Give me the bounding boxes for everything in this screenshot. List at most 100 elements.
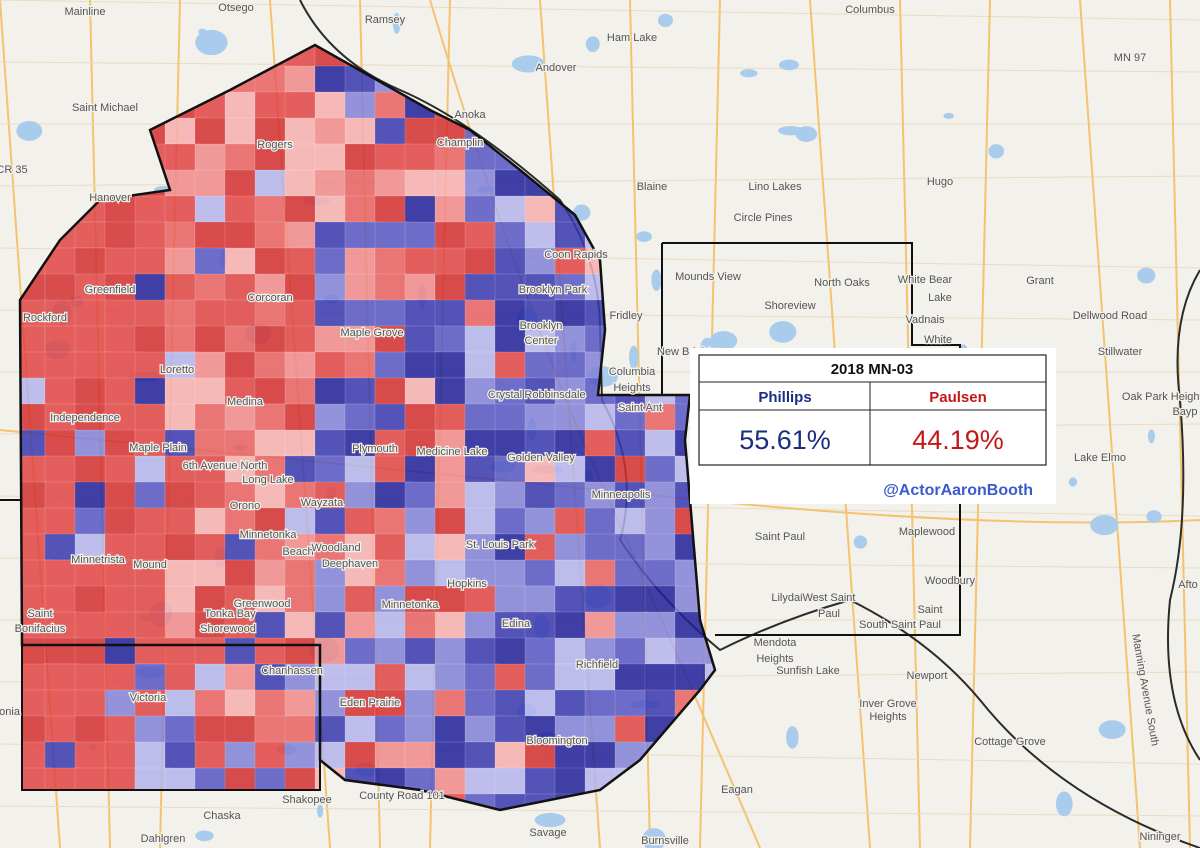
lake [195, 830, 214, 842]
precinct [194, 741, 230, 770]
precinct [164, 143, 201, 172]
precinct [134, 585, 167, 617]
place-label: Saint Paul [755, 531, 805, 543]
precinct [434, 351, 467, 379]
precinct [314, 585, 347, 613]
precinct [554, 273, 587, 301]
place-label: Plymouth [352, 443, 398, 455]
precinct [434, 767, 468, 796]
precinct [374, 533, 408, 562]
precinct [524, 689, 560, 722]
precinct [374, 117, 410, 148]
place-label: Rogers [257, 139, 293, 151]
precinct [44, 715, 78, 746]
precinct [44, 741, 81, 774]
precinct [314, 429, 351, 457]
precinct [524, 559, 556, 587]
place-label: Wayzata [301, 497, 344, 509]
place-label: Hugo [927, 176, 953, 188]
place-label: Anoka [454, 109, 486, 121]
place-label: Columbus [845, 4, 895, 16]
precinct [404, 403, 438, 435]
precinct [314, 195, 349, 223]
precinct [254, 247, 288, 279]
place-label: Lake [928, 292, 952, 304]
lake [1147, 429, 1155, 444]
place-label: Eden Prairie [340, 697, 401, 709]
precinct [254, 351, 290, 383]
place-label: Coon Rapids [544, 249, 608, 261]
place-label: Ham Lake [607, 32, 657, 44]
lake [1090, 515, 1119, 536]
precinct [44, 429, 78, 460]
precinct [164, 195, 199, 228]
precinct [524, 507, 561, 539]
precinct [344, 351, 380, 384]
precinct [374, 741, 406, 774]
precinct [554, 559, 591, 591]
precinct [584, 559, 620, 588]
precinct [134, 533, 171, 564]
precinct [584, 689, 619, 720]
lake [629, 345, 639, 370]
precinct [224, 611, 257, 640]
precinct [644, 611, 679, 644]
precinct [314, 507, 347, 539]
precinct [164, 533, 200, 565]
place-label: White Bear [898, 274, 953, 286]
lake [636, 231, 653, 242]
precinct [374, 273, 409, 303]
precinct [134, 637, 168, 665]
precinct [524, 247, 558, 278]
lake [1137, 267, 1156, 284]
place-label: West Saint [803, 592, 856, 604]
precinct [284, 143, 320, 173]
place-label: 6th Avenue North [183, 460, 268, 472]
lake [943, 112, 954, 119]
precinct [404, 273, 436, 301]
road [1169, 0, 1191, 848]
place-label: Maple Grove [341, 327, 404, 339]
precinct [254, 299, 289, 328]
place-label: Grant [1026, 275, 1054, 287]
precinct [614, 715, 649, 748]
precinct [344, 611, 376, 642]
precinct [74, 221, 110, 249]
precinct [464, 741, 498, 772]
precinct [344, 403, 377, 431]
precinct [614, 663, 649, 692]
place-label: Bonifacius [15, 623, 66, 635]
precinct [524, 611, 561, 644]
precinct [284, 689, 320, 718]
precinct [20, 637, 47, 669]
precinct [20, 403, 49, 434]
precinct [164, 299, 197, 328]
precinct [284, 637, 316, 668]
precinct [20, 299, 50, 329]
place-label: Ramsey [365, 14, 406, 26]
place-label: Victoria [130, 692, 167, 704]
place-label: Shorewood [200, 623, 256, 635]
place-label: Heights [613, 382, 651, 394]
precinct [404, 299, 437, 330]
district-boundary [18, 43, 717, 812]
precinct [224, 91, 259, 120]
precinct [254, 325, 288, 356]
place-label: Woodland [311, 542, 360, 554]
place-label: Crystal [488, 389, 522, 401]
place-label: Savage [529, 827, 566, 839]
place-label: Medicine Lake [417, 446, 488, 458]
place-label: Dellwood Road [1073, 310, 1148, 322]
precinct [644, 637, 678, 668]
place-label: Medina [227, 396, 264, 408]
precinct [494, 585, 530, 615]
precinct [404, 689, 438, 722]
place-label: Hopkins [447, 578, 487, 590]
place-label: Robbinsdale [524, 389, 585, 401]
place-label: Otsego [218, 2, 253, 14]
place-label: Brooklyn Park [519, 284, 588, 296]
place-label: CR 35 [0, 164, 28, 176]
precinct [134, 221, 168, 250]
precinct [434, 377, 471, 406]
